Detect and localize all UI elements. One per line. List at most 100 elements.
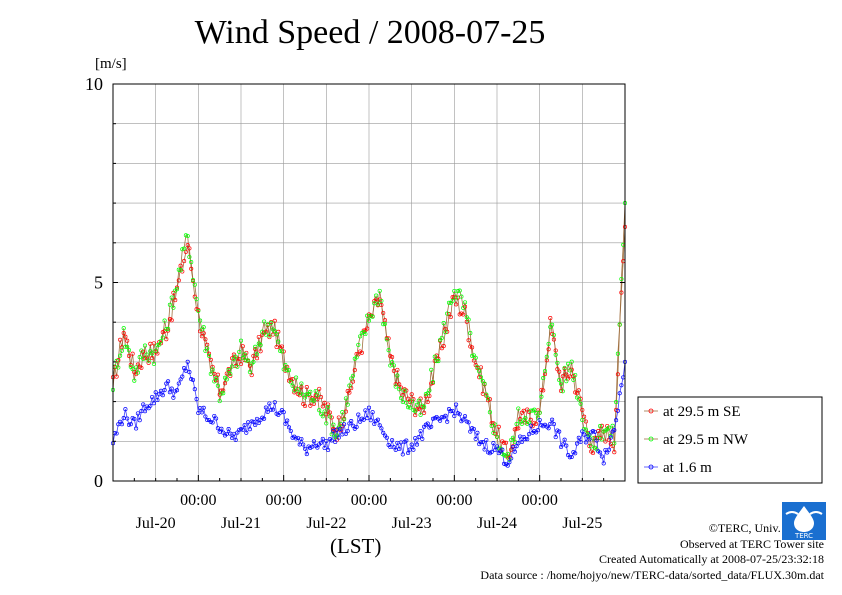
data-point <box>409 442 414 447</box>
data-point <box>146 358 151 363</box>
data-point <box>242 423 247 428</box>
data-point <box>324 421 329 426</box>
data-point <box>512 439 517 444</box>
data-point <box>151 401 156 406</box>
data-point <box>551 422 556 427</box>
data-point <box>189 260 194 265</box>
data-point <box>294 436 299 441</box>
data-point <box>290 383 295 388</box>
x-date-label: Jul-21 <box>221 515 261 532</box>
data-point <box>370 314 375 319</box>
data-point <box>564 372 569 377</box>
data-point <box>283 421 288 426</box>
data-point <box>484 392 489 397</box>
data-point <box>439 415 444 420</box>
data-point <box>340 410 345 415</box>
data-point <box>238 427 244 432</box>
data-point <box>237 349 242 354</box>
data-point <box>557 429 562 434</box>
data-point <box>292 388 297 393</box>
data-point <box>425 391 430 396</box>
data-point <box>311 439 316 444</box>
data-point <box>395 367 400 372</box>
legend-label: at 29.5 m NW <box>663 432 749 448</box>
data-point <box>203 414 208 419</box>
data-point <box>198 318 203 323</box>
data-point <box>413 409 418 414</box>
data-point <box>247 369 252 375</box>
data-point <box>502 440 507 445</box>
data-point <box>270 407 276 412</box>
data-point <box>372 301 377 306</box>
x-date-label: Jul-20 <box>136 515 176 532</box>
data-point <box>580 407 585 413</box>
legend-box <box>637 396 823 484</box>
data-point <box>514 426 519 431</box>
data-point <box>242 352 247 357</box>
data-point <box>310 444 315 449</box>
data-point <box>137 355 142 360</box>
data-point <box>349 419 354 424</box>
data-point <box>557 369 562 374</box>
data-point <box>512 427 517 432</box>
data-point <box>153 348 158 353</box>
data-point <box>359 350 364 355</box>
data-point <box>304 385 309 390</box>
data-point <box>123 407 128 412</box>
data-point <box>516 441 521 446</box>
data-point <box>473 436 478 441</box>
data-point <box>594 438 599 443</box>
data-point <box>526 432 532 437</box>
data-point <box>169 318 174 323</box>
data-point <box>578 396 583 401</box>
data-point <box>185 359 190 364</box>
data-point <box>253 346 258 352</box>
data-point <box>356 412 361 417</box>
x-time-label: 00:00 <box>521 492 557 509</box>
data-point <box>365 416 370 421</box>
data-point <box>174 287 180 292</box>
legend: at 29.5 m SE at 29.5 m NW at 1.6 m <box>637 396 823 484</box>
data-point <box>427 388 432 393</box>
data-point <box>114 358 119 363</box>
data-point <box>272 318 277 323</box>
data-point <box>615 408 620 413</box>
data-point <box>619 276 624 282</box>
data-point <box>489 449 494 454</box>
data-point <box>528 408 533 413</box>
data-point <box>134 426 139 431</box>
data-point <box>514 422 519 427</box>
data-point <box>599 437 604 442</box>
data-point <box>466 317 471 322</box>
x-date-label: Jul-22 <box>306 515 346 532</box>
data-point <box>400 393 405 398</box>
data-point <box>491 430 496 435</box>
data-point <box>176 267 181 272</box>
data-point <box>208 357 213 362</box>
data-point <box>217 399 222 404</box>
data-point <box>214 416 219 421</box>
data-point <box>420 436 425 441</box>
data-point <box>334 427 340 432</box>
data-point <box>173 298 178 303</box>
data-point <box>397 382 402 387</box>
data-point <box>358 334 363 339</box>
data-point <box>118 353 123 358</box>
data-point <box>322 409 327 414</box>
data-point <box>612 450 617 455</box>
data-point <box>553 352 558 357</box>
data-point <box>333 439 338 445</box>
data-point <box>454 402 459 407</box>
data-point <box>142 409 148 414</box>
data-point <box>571 377 576 382</box>
data-point <box>233 437 238 443</box>
x-time-label: 00:00 <box>436 492 472 509</box>
data-point <box>457 288 462 293</box>
data-point <box>363 408 368 413</box>
data-point <box>125 344 130 349</box>
data-point <box>151 341 156 346</box>
data-point <box>411 447 416 452</box>
data-point <box>135 411 140 416</box>
